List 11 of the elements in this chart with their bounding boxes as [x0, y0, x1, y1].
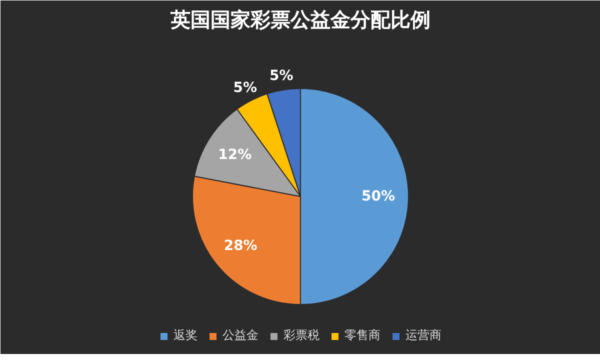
- legend-label: 公益金: [222, 327, 258, 344]
- data-label: 28%: [224, 238, 258, 254]
- chart-title: 英国国家彩票公益金分配比例: [170, 8, 430, 32]
- legend-label: 彩票税: [284, 327, 320, 344]
- data-label: 5%: [233, 80, 257, 96]
- legend-label: 零售商: [344, 327, 380, 344]
- data-label: 5%: [270, 68, 294, 84]
- data-label: 50%: [362, 188, 396, 204]
- data-label: 12%: [218, 146, 252, 163]
- legend-label: 运营商: [406, 327, 442, 344]
- legend-label: 返奖: [174, 327, 198, 344]
